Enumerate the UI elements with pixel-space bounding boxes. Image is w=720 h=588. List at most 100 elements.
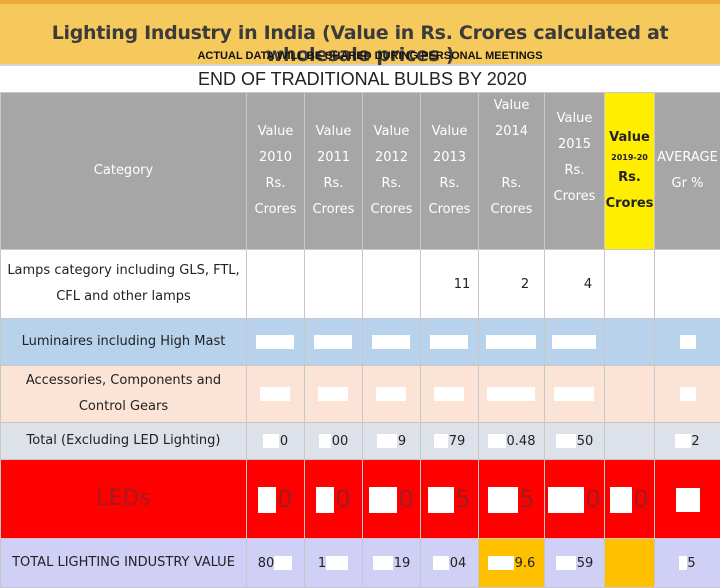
cell-lum-2013 (421, 319, 479, 366)
header-forecast-l2: 2019-20 (605, 151, 654, 165)
header-forecast-l4: Crores (605, 191, 654, 217)
cell-grand-avg-text: 5 (687, 556, 695, 571)
cell-grand-2015: 59 (545, 539, 605, 588)
header-2015-spacer (545, 210, 604, 236)
cell-total-2011-text: 00 (332, 434, 349, 449)
table-row-accessories: Accessories, Components and Control Gear… (1, 366, 720, 423)
header-col-2011: Value 2011 Rs. Crores (305, 93, 363, 250)
header-2010-l3: Rs. (247, 171, 304, 197)
cell-lamps-forecast (605, 250, 655, 319)
header-2015-l3: Rs. Crores (545, 158, 604, 210)
disclaimer: ACTUAL DATA WILL BE SHARED DURING PERSON… (0, 50, 720, 62)
cell-lamps-2014: 2 (479, 250, 545, 319)
header-2013-l2: 2013 (421, 145, 478, 171)
row-label-total: Total (Excluding LED Lighting) (1, 423, 247, 460)
cell-led-2013-text: 5 (455, 485, 470, 513)
header-2011-l1: Value (305, 119, 362, 145)
cell-total-2013-text: 79 (449, 434, 466, 449)
cell-grand-2010-text: 80 (258, 556, 275, 571)
header-2014-l1: Value 2014 (479, 93, 544, 145)
cell-led-2012-text: 0 (398, 485, 413, 513)
cell-led-2014-text: 5 (519, 485, 534, 513)
header-col-2013: Value 2013 Rs. Crores (421, 93, 479, 250)
header-2013-l4: Crores (421, 197, 478, 223)
cell-lamps-2011 (305, 250, 363, 319)
cell-total-2015-text: 50 (577, 434, 594, 449)
cell-total-2014: 0.48 (479, 423, 545, 460)
cell-lum-2015 (545, 319, 605, 366)
cell-grand-2014-text: 9.6 (515, 556, 536, 571)
cell-grand-2013: 04 (421, 539, 479, 588)
cell-led-forecast: 0 (605, 460, 655, 539)
subtitle: END OF TRADITIONAL BULBS BY 2020 (198, 69, 527, 90)
cell-grand-forecast (605, 539, 655, 588)
cell-lum-avg (655, 319, 720, 366)
cell-acc-2014 (479, 366, 545, 423)
cell-lamps-avg (655, 250, 720, 319)
header-average-l1: AVERAGE (655, 145, 720, 171)
cell-total-avg: 2 (655, 423, 720, 460)
cell-total-avg-text: 2 (691, 434, 699, 449)
cell-grand-2013-text: 04 (450, 556, 467, 571)
header-2011-l2: 2011 (305, 145, 362, 171)
cell-led-2012: 0 (363, 460, 421, 539)
cell-acc-2015 (545, 366, 605, 423)
cell-led-2015: 0 (545, 460, 605, 539)
cell-lamps-2010 (247, 250, 305, 319)
row-label-leds: LEDs (1, 460, 247, 539)
cell-acc-2012 (363, 366, 421, 423)
cell-total-2010: 0 (247, 423, 305, 460)
cell-lum-2010 (247, 319, 305, 366)
header-2011-l4: Crores (305, 197, 362, 223)
header-2014-spacer (479, 145, 544, 171)
header-col-2014: Value 2014 Rs. Crores (479, 93, 545, 250)
row-label-luminaires: Luminaires including High Mast (1, 319, 247, 366)
cell-total-2011: 00 (305, 423, 363, 460)
table-row-total: Total (Excluding LED Lighting) 0 00 9 79… (1, 423, 720, 460)
cell-grand-2011: 1 (305, 539, 363, 588)
row-label-lamps: Lamps category including GLS, FTL, CFL a… (1, 250, 247, 319)
header-2011-l3: Rs. (305, 171, 362, 197)
table-row-luminaires: Luminaires including High Mast (1, 319, 720, 366)
cell-led-2010: 0 (247, 460, 305, 539)
cell-grand-2015-text: 59 (577, 556, 594, 571)
cell-lamps-2013: 11 (421, 250, 479, 319)
header-2014-spacer2 (479, 223, 544, 249)
subtitle-banner: END OF TRADITIONAL BULBS BY 2020 (0, 67, 720, 93)
header-2010-l2: 2010 (247, 145, 304, 171)
cell-led-2013: 5 (421, 460, 479, 539)
header-col-forecast: Value 2019-20 Rs. Crores (605, 93, 655, 250)
cell-acc-2013 (421, 366, 479, 423)
header-2015-l1: Value (545, 106, 604, 132)
cell-lum-forecast (605, 319, 655, 366)
cell-lum-2011 (305, 319, 363, 366)
header-average-l2: Gr % (655, 171, 720, 197)
header-col-2015: Value 2015 Rs. Crores (545, 93, 605, 250)
cell-acc-2011 (305, 366, 363, 423)
cell-total-2015: 50 (545, 423, 605, 460)
lighting-table: Category Value 2010 Rs. Crores Value 201… (0, 92, 720, 588)
cell-total-2013: 79 (421, 423, 479, 460)
cell-lum-2014 (479, 319, 545, 366)
header-2012-l4: Crores (363, 197, 420, 223)
header-forecast-l3: Rs. (605, 165, 654, 191)
header-2012-l1: Value (363, 119, 420, 145)
cell-lamps-2014-text: 2 (521, 277, 529, 292)
cell-grand-2010: 80 (247, 539, 305, 588)
cell-lum-2012 (363, 319, 421, 366)
cell-led-2015-text: 0 (585, 485, 600, 513)
cell-total-forecast (605, 423, 655, 460)
cell-led-2011: 0 (305, 460, 363, 539)
cell-led-2010-text: 0 (277, 485, 292, 513)
header-col-2012: Value 2012 Rs. Crores (363, 93, 421, 250)
cell-grand-avg: 5 (655, 539, 720, 588)
header-2010-l4: Crores (247, 197, 304, 223)
cell-grand-2011-text: 1 (318, 556, 326, 571)
cell-grand-2012-text: 19 (394, 556, 411, 571)
cell-total-2012: 9 (363, 423, 421, 460)
cell-led-2011-text: 0 (335, 485, 350, 513)
cell-led-avg (655, 460, 720, 539)
cell-total-2014-text: 0.48 (507, 434, 536, 449)
table-row-lamps: Lamps category including GLS, FTL, CFL a… (1, 250, 720, 319)
title-banner: Lighting Industry in India (Value in Rs.… (0, 0, 720, 66)
